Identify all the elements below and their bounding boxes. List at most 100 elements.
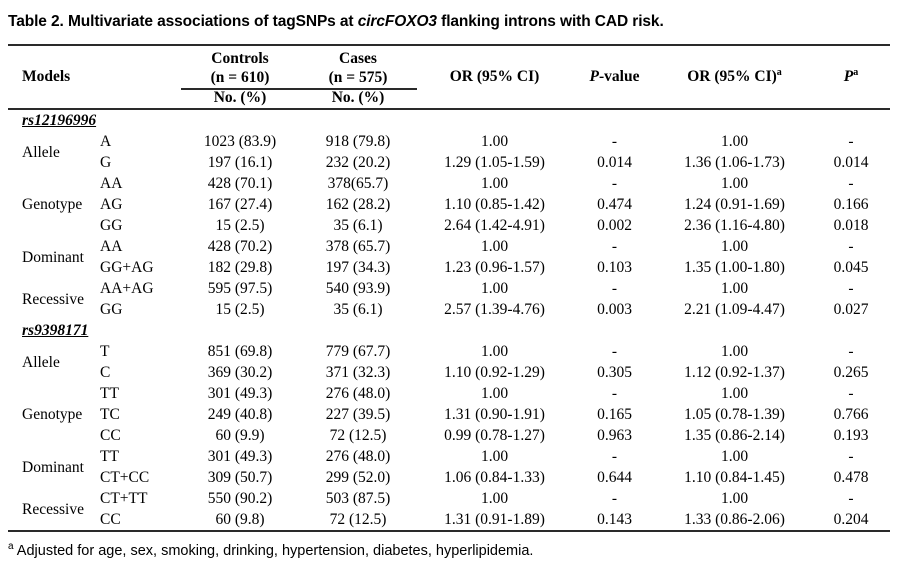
p-cell: 0.165 — [597, 406, 632, 423]
or-cell: 1.00 — [480, 343, 509, 360]
cases-cell: 299 (52.0) — [325, 469, 391, 486]
col-header-or-ci: OR (95% CI) — [449, 68, 540, 85]
p-adjusted-cell: 0.478 — [833, 469, 869, 486]
or-adjusted-cell: 1.00 — [720, 175, 749, 192]
controls-cell: 15 (2.5) — [215, 301, 265, 318]
p-cell: - — [611, 385, 618, 402]
p-adjusted-cell: - — [848, 490, 854, 507]
or-adjusted-cell: 1.00 — [720, 490, 749, 507]
or-adjusted-cell: 1.35 (1.00-1.80) — [684, 259, 785, 276]
cases-cell: 35 (6.1) — [333, 301, 383, 318]
table-row: Allele T 851 (69.8) 779 (67.7) 1.00 - 1.00 - — [8, 341, 890, 371]
genotype-cell: C — [100, 364, 111, 381]
or-cell: 1.00 — [480, 238, 509, 255]
cases-cell: 779 (67.7) — [325, 343, 391, 360]
table-row: Allele A 1023 (83.9) 918 (79.8) 1.00 - 1.00 - — [8, 131, 890, 161]
p-adjusted-cell: 0.204 — [833, 511, 869, 528]
or-cell: 2.64 (1.42-4.91) — [444, 217, 545, 234]
or-adjusted-cell: 2.21 (1.09-4.47) — [684, 301, 785, 318]
cases-cell: 227 (39.5) — [325, 406, 391, 423]
model-label: Recessive — [22, 500, 84, 518]
controls-cell: 428 (70.2) — [207, 238, 273, 255]
or-cell: 1.23 (0.96-1.57) — [444, 259, 545, 276]
p-cell: 0.103 — [597, 259, 632, 276]
genotype-cell: AA — [100, 175, 123, 192]
p-adjusted-cell: 0.045 — [833, 259, 869, 276]
p-cell: 0.003 — [597, 301, 632, 318]
table-title-text: Table 2. Multivariate associations of ta… — [8, 13, 358, 30]
or-cell: 1.29 (1.05-1.59) — [444, 154, 545, 171]
p-cell: 0.963 — [597, 427, 632, 444]
or-cell: 1.06 (0.84-1.33) — [444, 469, 545, 486]
or-cell: 1.10 (0.85-1.42) — [444, 196, 545, 213]
or-adjusted-cell: 1.10 (0.84-1.45) — [684, 469, 785, 486]
p-adjusted-cell: - — [848, 343, 854, 360]
col-header-controls-label: Controls — [211, 50, 269, 67]
snp-group-row: rs12196996 — [8, 109, 890, 131]
table-header: Models Controls (n = 610) Cases (n = 575) … — [8, 45, 890, 109]
p-cell: - — [611, 280, 618, 297]
or-adjusted-cell: 1.12 (0.92-1.37) — [684, 364, 785, 381]
or-cell: 1.00 — [480, 133, 509, 150]
cases-cell: 276 (48.0) — [325, 448, 391, 465]
footnote: a Adjusted for age, sex, smoking, drinki… — [8, 542, 890, 559]
or-cell: 1.00 — [480, 490, 509, 507]
controls-cell: 301 (49.3) — [207, 448, 273, 465]
genotype-cell: AA — [100, 238, 123, 255]
genotype-cell: GG — [100, 217, 123, 234]
or-adjusted-cell: 1.36 (1.06-1.73) — [684, 154, 785, 171]
or-cell: 1.31 (0.90-1.91) — [444, 406, 545, 423]
model-label: Allele — [22, 353, 60, 371]
model-label: Dominant — [22, 248, 84, 266]
col-header-controls-n: (n = 610) — [210, 69, 270, 86]
cases-cell: 35 (6.1) — [333, 217, 383, 234]
table-row: CT+CC 309 (50.7) 299 (52.0) 1.06 (0.84-1.33… — [8, 467, 890, 488]
or-adjusted-cell: 1.00 — [720, 385, 749, 402]
p-cell: 0.143 — [597, 511, 632, 528]
p-adjusted-cell: 0.027 — [833, 301, 869, 318]
table-title-gene-italic: circFOXO3 — [357, 13, 437, 30]
table-row: Recessive CT+TT 550 (90.2) 503 (87.5) 1.00 - 1… — [8, 488, 890, 518]
p-cell: 0.474 — [597, 196, 632, 213]
col-header-controls: Controls (n = 610) — [181, 45, 299, 90]
model-label: Recessive — [22, 290, 84, 308]
col-header-models: Models — [22, 68, 71, 85]
cases-cell: 72 (12.5) — [329, 511, 387, 528]
p-adjusted-cell: - — [848, 280, 854, 297]
cases-cell: 378(65.7) — [327, 175, 389, 192]
table-row: AG 167 (27.4) 162 (28.2) 1.10 (0.85-1.42) 0.… — [8, 194, 890, 215]
or-cell: 1.00 — [480, 280, 509, 297]
table-row: TC 249 (40.8) 227 (39.5) 1.31 (0.90-1.91) 0.… — [8, 404, 890, 425]
adjusted-superscript: a — [776, 66, 782, 78]
genotype-cell: CT+TT — [100, 490, 148, 507]
table-row: GG 15 (2.5) 35 (6.1) 2.64 (1.42-4.91) 0.002 2… — [8, 215, 890, 236]
or-adjusted-cell: 1.00 — [720, 280, 749, 297]
or-adjusted-cell: 1.24 (0.91-1.69) — [684, 196, 785, 213]
adjusted-superscript: a — [853, 66, 859, 78]
snp-group-label: rs12196996 — [22, 112, 97, 129]
results-table: Models Controls (n = 610) Cases (n = 575) … — [8, 44, 890, 532]
genotype-cell: AA+AG — [100, 280, 154, 297]
or-cell: 1.00 — [480, 448, 509, 465]
genotype-cell: CC — [100, 511, 121, 528]
genotype-cell: G — [100, 154, 112, 171]
table-row: G 197 (16.1) 232 (20.2) 1.29 (1.05-1.59) 0.0… — [8, 152, 890, 173]
p-cell: 0.014 — [597, 154, 632, 171]
genotype-cell: CT+CC — [100, 469, 150, 486]
col-header-cases: Cases (n = 575) — [299, 45, 417, 90]
controls-cell: 182 (29.8) — [207, 259, 273, 276]
cases-cell: 371 (32.3) — [325, 364, 391, 381]
or-adjusted-cell: 1.00 — [720, 448, 749, 465]
table-row: CC 60 (9.8) 72 (12.5) 1.31 (0.91-1.89) 0.143… — [8, 509, 890, 531]
or-ci-adj-text: OR (95% CI) — [687, 68, 777, 85]
p-cell: - — [611, 238, 618, 255]
table-title: Table 2. Multivariate associations of ta… — [8, 12, 890, 31]
or-adjusted-cell: 1.33 (0.86-2.06) — [684, 511, 785, 528]
or-adjusted-cell: 1.00 — [720, 238, 749, 255]
controls-cell: 550 (90.2) — [207, 490, 273, 507]
or-cell: 2.57 (1.39-4.76) — [444, 301, 545, 318]
controls-cell: 851 (69.8) — [207, 343, 273, 360]
genotype-cell: A — [100, 133, 112, 150]
p-adjusted-cell: 0.766 — [833, 406, 869, 423]
